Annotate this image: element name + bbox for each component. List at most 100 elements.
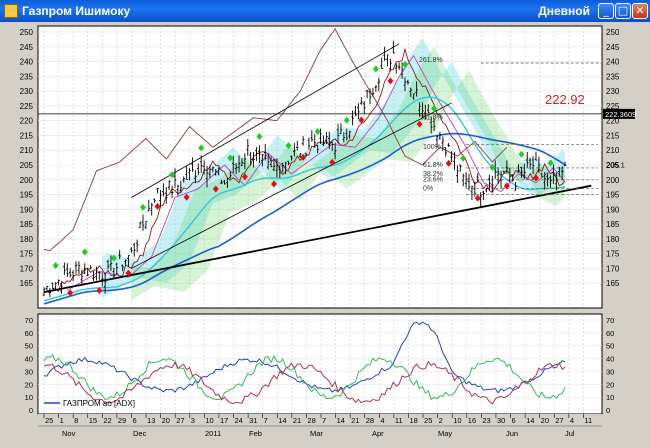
time-axis-day: 1 <box>60 416 64 425</box>
time-axis-month: Mar <box>310 429 323 438</box>
time-axis-day: 24 <box>235 416 243 425</box>
price-axis-tick-left: 215 <box>20 131 34 140</box>
adx-legend: ГАЗПРОМ ао [ADX] <box>63 399 135 408</box>
price-axis-tick-right: 180 <box>606 235 620 244</box>
price-axis-tick-right: 210 <box>606 146 620 155</box>
time-axis-month: 2011 <box>205 429 221 438</box>
price-axis-tick-right: 205 <box>606 161 620 170</box>
time-axis-month: May <box>438 429 452 438</box>
price-axis-tick-right: 250 <box>606 28 620 37</box>
title-bar[interactable]: Газпром Ишимоку Дневной _ □ ✕ <box>0 0 650 22</box>
indicator-axis-tick-right: 20 <box>606 380 614 389</box>
time-axis-day: 6 <box>132 416 136 425</box>
price-axis-tick-left: 190 <box>20 205 34 214</box>
price-bars <box>42 40 567 298</box>
chart-area[interactable]: 222.92222.3609205.1261.8%161.8%100%61.8%… <box>0 22 650 448</box>
fib-level-label: 100% <box>423 144 441 151</box>
price-axis-tick-right: 195 <box>606 191 620 200</box>
price-axis-tick-left: 245 <box>20 43 34 52</box>
indicator-axis-tick-right: 0 <box>606 406 610 415</box>
time-axis-day: 6 <box>512 416 516 425</box>
time-axis-day: 27 <box>176 416 184 425</box>
time-axis-month: Nov <box>62 429 76 438</box>
time-axis-day: 21 <box>293 416 301 425</box>
fib-level-label: 261.8% <box>419 57 443 64</box>
price-axis-tick-right: 170 <box>606 264 620 273</box>
indicator-axis-tick-right: 50 <box>606 342 614 351</box>
indicator-axis-tick-left: 20 <box>25 380 33 389</box>
time-axis-day: 20 <box>541 416 549 425</box>
time-axis-day: 8 <box>74 416 78 425</box>
price-axis-tick-left: 165 <box>20 279 34 288</box>
maximize-button[interactable]: □ <box>615 3 631 19</box>
time-axis-day: 4 <box>570 416 574 425</box>
level-label: 222.3609 <box>605 110 636 119</box>
price-axis-tick-right: 230 <box>606 87 620 96</box>
time-axis-day: 28 <box>366 416 374 425</box>
price-axis-tick-left: 205 <box>20 161 34 170</box>
price-axis-tick-left: 175 <box>20 250 34 259</box>
fib-level-label: 23.6% <box>423 177 443 184</box>
time-axis-day: 22 <box>103 416 111 425</box>
time-axis-day: 10 <box>453 416 461 425</box>
fib-level-label: 0% <box>423 186 433 193</box>
current-price-label: 205.1 <box>606 161 625 170</box>
time-axis-day: 11 <box>584 416 592 425</box>
indicator-axis-tick-left: 10 <box>25 393 33 402</box>
indicator-axis-tick-left: 30 <box>25 367 33 376</box>
price-axis-tick-left: 250 <box>20 28 34 37</box>
price-axis-tick-right: 185 <box>606 220 620 229</box>
time-axis-day: 16 <box>468 416 476 425</box>
indicator-axis-tick-right: 70 <box>606 316 614 325</box>
price-axis-tick-left: 170 <box>20 264 34 273</box>
time-axis-day: 13 <box>147 416 155 425</box>
minimize-button[interactable]: _ <box>598 3 614 19</box>
chart-icon <box>4 4 18 18</box>
time-axis-day: 7 <box>322 416 326 425</box>
indicator-axis-tick-left: 40 <box>25 355 33 364</box>
fib-level-label: 61.8% <box>423 162 443 169</box>
fractal-markers <box>52 60 554 297</box>
indicator-axis-tick-left: 60 <box>25 329 33 338</box>
price-axis-tick-left: 225 <box>20 102 34 111</box>
time-axis-day: 14 <box>526 416 534 425</box>
price-axis-tick-right: 245 <box>606 43 620 52</box>
time-axis-day: 10 <box>205 416 213 425</box>
time-axis-day: 2 <box>439 416 443 425</box>
close-button[interactable]: ✕ <box>632 3 648 19</box>
price-axis-tick-left: 235 <box>20 72 34 81</box>
indicator-axis-tick-right: 30 <box>606 367 614 376</box>
price-axis-tick-left: 200 <box>20 176 34 185</box>
price-axis-tick-right: 200 <box>606 176 620 185</box>
indicator-axis-tick-right: 10 <box>606 393 614 402</box>
time-axis-month: Feb <box>249 429 262 438</box>
time-axis-day: 25 <box>45 416 53 425</box>
time-axis-day: 20 <box>162 416 170 425</box>
time-axis-month: Dec <box>133 429 147 438</box>
fib-level-label: 38.2% <box>423 171 443 178</box>
time-axis-day: 28 <box>307 416 315 425</box>
time-axis-day: 18 <box>409 416 417 425</box>
indicator-axis-tick-left: 70 <box>25 316 33 325</box>
indicator-axis-tick-right: 60 <box>606 329 614 338</box>
price-axis-tick-right: 215 <box>606 131 620 140</box>
price-axis-tick-right: 175 <box>606 250 620 259</box>
time-axis-day: 25 <box>424 416 432 425</box>
time-axis-day: 4 <box>380 416 384 425</box>
time-axis-day: 29 <box>118 416 126 425</box>
indicator-axis-tick-left: 0 <box>29 406 33 415</box>
price-axis-tick-right: 235 <box>606 72 620 81</box>
last-price-label: 222.92 <box>545 92 585 107</box>
time-axis-day: 3 <box>191 416 195 425</box>
time-axis-day: 27 <box>555 416 563 425</box>
time-axis-day: 30 <box>497 416 505 425</box>
price-axis-tick-right: 240 <box>606 58 620 67</box>
time-axis-month: Apr <box>372 429 384 438</box>
price-axis-tick-left: 195 <box>20 191 34 200</box>
indicator-axis-tick-left: 50 <box>25 342 33 351</box>
price-axis-tick-right: 190 <box>606 205 620 214</box>
time-axis-day: 31 <box>249 416 257 425</box>
time-axis-day: 23 <box>482 416 490 425</box>
time-axis-day: 17 <box>220 416 228 425</box>
price-axis-tick-right: 165 <box>606 279 620 288</box>
